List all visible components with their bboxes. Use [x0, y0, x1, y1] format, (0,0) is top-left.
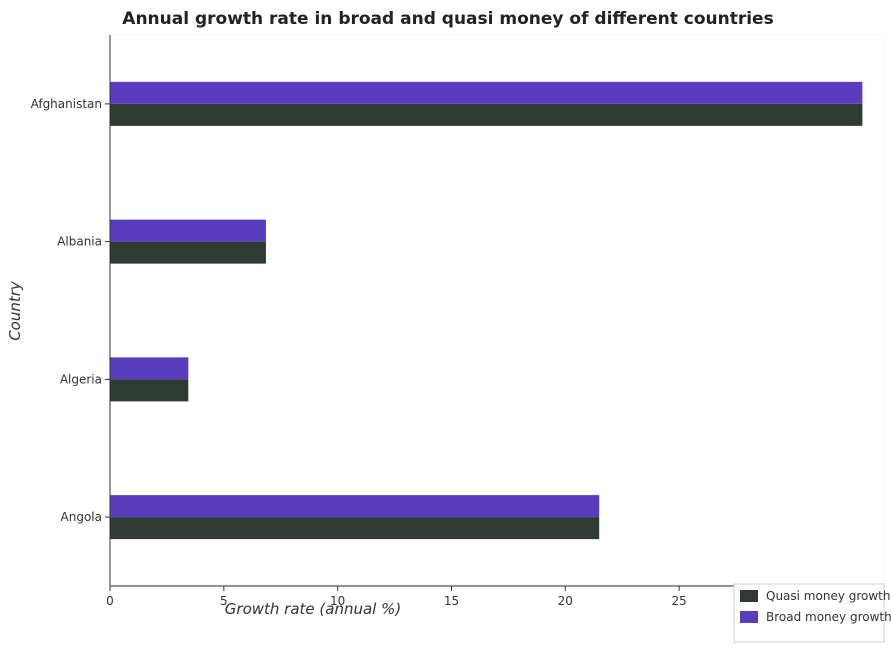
y-tick-label-algeria: Algeria	[60, 372, 102, 386]
legend-box	[733, 583, 885, 643]
legend: Quasi money growth Broad money growth	[733, 583, 891, 643]
x-tick-label: 25	[671, 594, 686, 608]
legend-swatch-quasi	[740, 590, 758, 602]
x-tick-label: 10	[330, 594, 345, 608]
y-tick-label-afghanistan: Afghanistan	[31, 97, 102, 111]
legend-swatch-broad	[740, 611, 758, 623]
bar-quasi-afghanistan	[110, 103, 863, 126]
y-tick-label-albania: Albania	[57, 235, 102, 249]
bars	[110, 81, 863, 540]
bar-broad-afghanistan	[110, 81, 863, 104]
x-tick-label: 15	[444, 594, 459, 608]
bar-quasi-algeria	[110, 379, 189, 402]
x-tick-label: 0	[106, 594, 114, 608]
y-tick-label-angola: Angola	[61, 510, 102, 524]
bar-broad-algeria	[110, 357, 189, 380]
bar-quasi-angola	[110, 517, 600, 540]
y-axis-title: Country	[6, 280, 24, 341]
x-ticks: 051015202530	[106, 586, 801, 608]
bar-broad-albania	[110, 219, 266, 242]
x-tick-label: 5	[220, 594, 228, 608]
bar-broad-angola	[110, 495, 600, 518]
legend-label-quasi: Quasi money growth	[766, 589, 891, 603]
bar-quasi-albania	[110, 241, 266, 264]
x-tick-label: 20	[558, 594, 573, 608]
legend-label-broad: Broad money growth	[766, 610, 891, 624]
x-axis-title: Growth rate (annual %)	[225, 600, 401, 618]
chart-title: Annual growth rate in broad and quasi mo…	[122, 9, 773, 29]
y-ticks: Afghanistan Albania Algeria Angola	[31, 97, 110, 524]
